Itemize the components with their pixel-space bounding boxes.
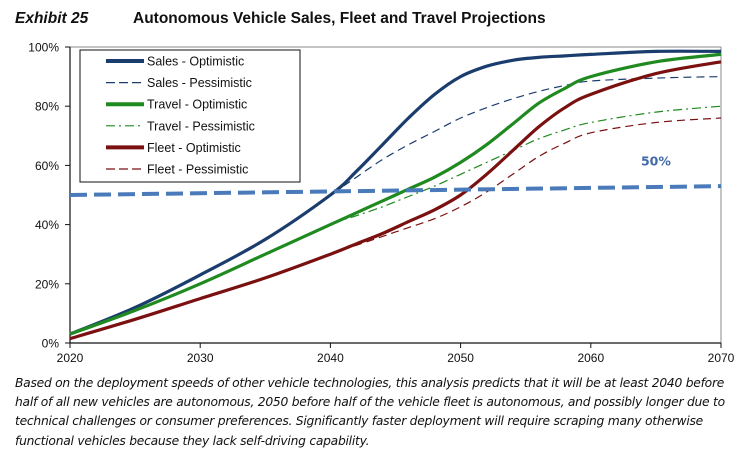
series-line-fleet-optimistic	[69, 60, 722, 341]
legend-label: Fleet - Optimistic	[147, 141, 241, 155]
y-tick-label: 80%	[35, 100, 59, 114]
plot-frame	[70, 46, 722, 343]
x-tick-label: 2030	[187, 351, 214, 365]
exhibit-number: Exhibit 25	[15, 10, 89, 27]
legend-label: Travel - Optimistic	[147, 98, 247, 112]
y-tick-label: 60%	[35, 159, 59, 173]
series-line-travel-optimistic	[69, 52, 722, 336]
x-tick-label: 2020	[57, 351, 84, 365]
legend-box	[79, 49, 301, 183]
y-tick-label: 100%	[28, 41, 59, 55]
legend: Sales - Optimistic Sales - Pessimistic Tra…	[79, 49, 301, 183]
x-tick-label: 2070	[708, 351, 735, 365]
reference-line-label: 50%	[641, 153, 671, 168]
y-axis: 0% 20% 40% 60% 80% 100%	[28, 41, 71, 351]
legend-label: Sales - Optimistic	[147, 55, 244, 69]
series-layer	[69, 49, 722, 341]
legend-label: Travel - Pessimistic	[147, 119, 255, 133]
x-tick-label: 2050	[447, 351, 474, 365]
chart-header: Exhibit 25 Autonomous Vehicle Sales, Fle…	[15, 10, 546, 32]
x-tick-label: 2060	[577, 351, 604, 365]
exhibit-caption: Based on the deployment speeds of other …	[15, 376, 725, 448]
y-tick-label: 20%	[35, 277, 59, 291]
y-tick-label: 40%	[35, 218, 59, 232]
legend-label: Fleet - Pessimistic	[147, 163, 248, 177]
reference-line-50-percent	[69, 184, 722, 197]
line-chart: 0%20%40%60%80%100% 2020 2030 2040 2050 2060 2…	[28, 41, 735, 366]
reference-line-layer: 50%	[69, 153, 722, 197]
x-axis: 2020 2030 2040 2050 2060 2070	[57, 342, 735, 365]
series-line-sales-optimistic	[69, 49, 722, 336]
legend-label: Sales - Pessimistic	[147, 76, 252, 90]
chart-title: Autonomous Vehicle Sales, Fleet and Trav…	[133, 10, 546, 27]
x-tick-label: 2040	[317, 351, 344, 365]
y-tick-label: 0%	[42, 337, 60, 351]
